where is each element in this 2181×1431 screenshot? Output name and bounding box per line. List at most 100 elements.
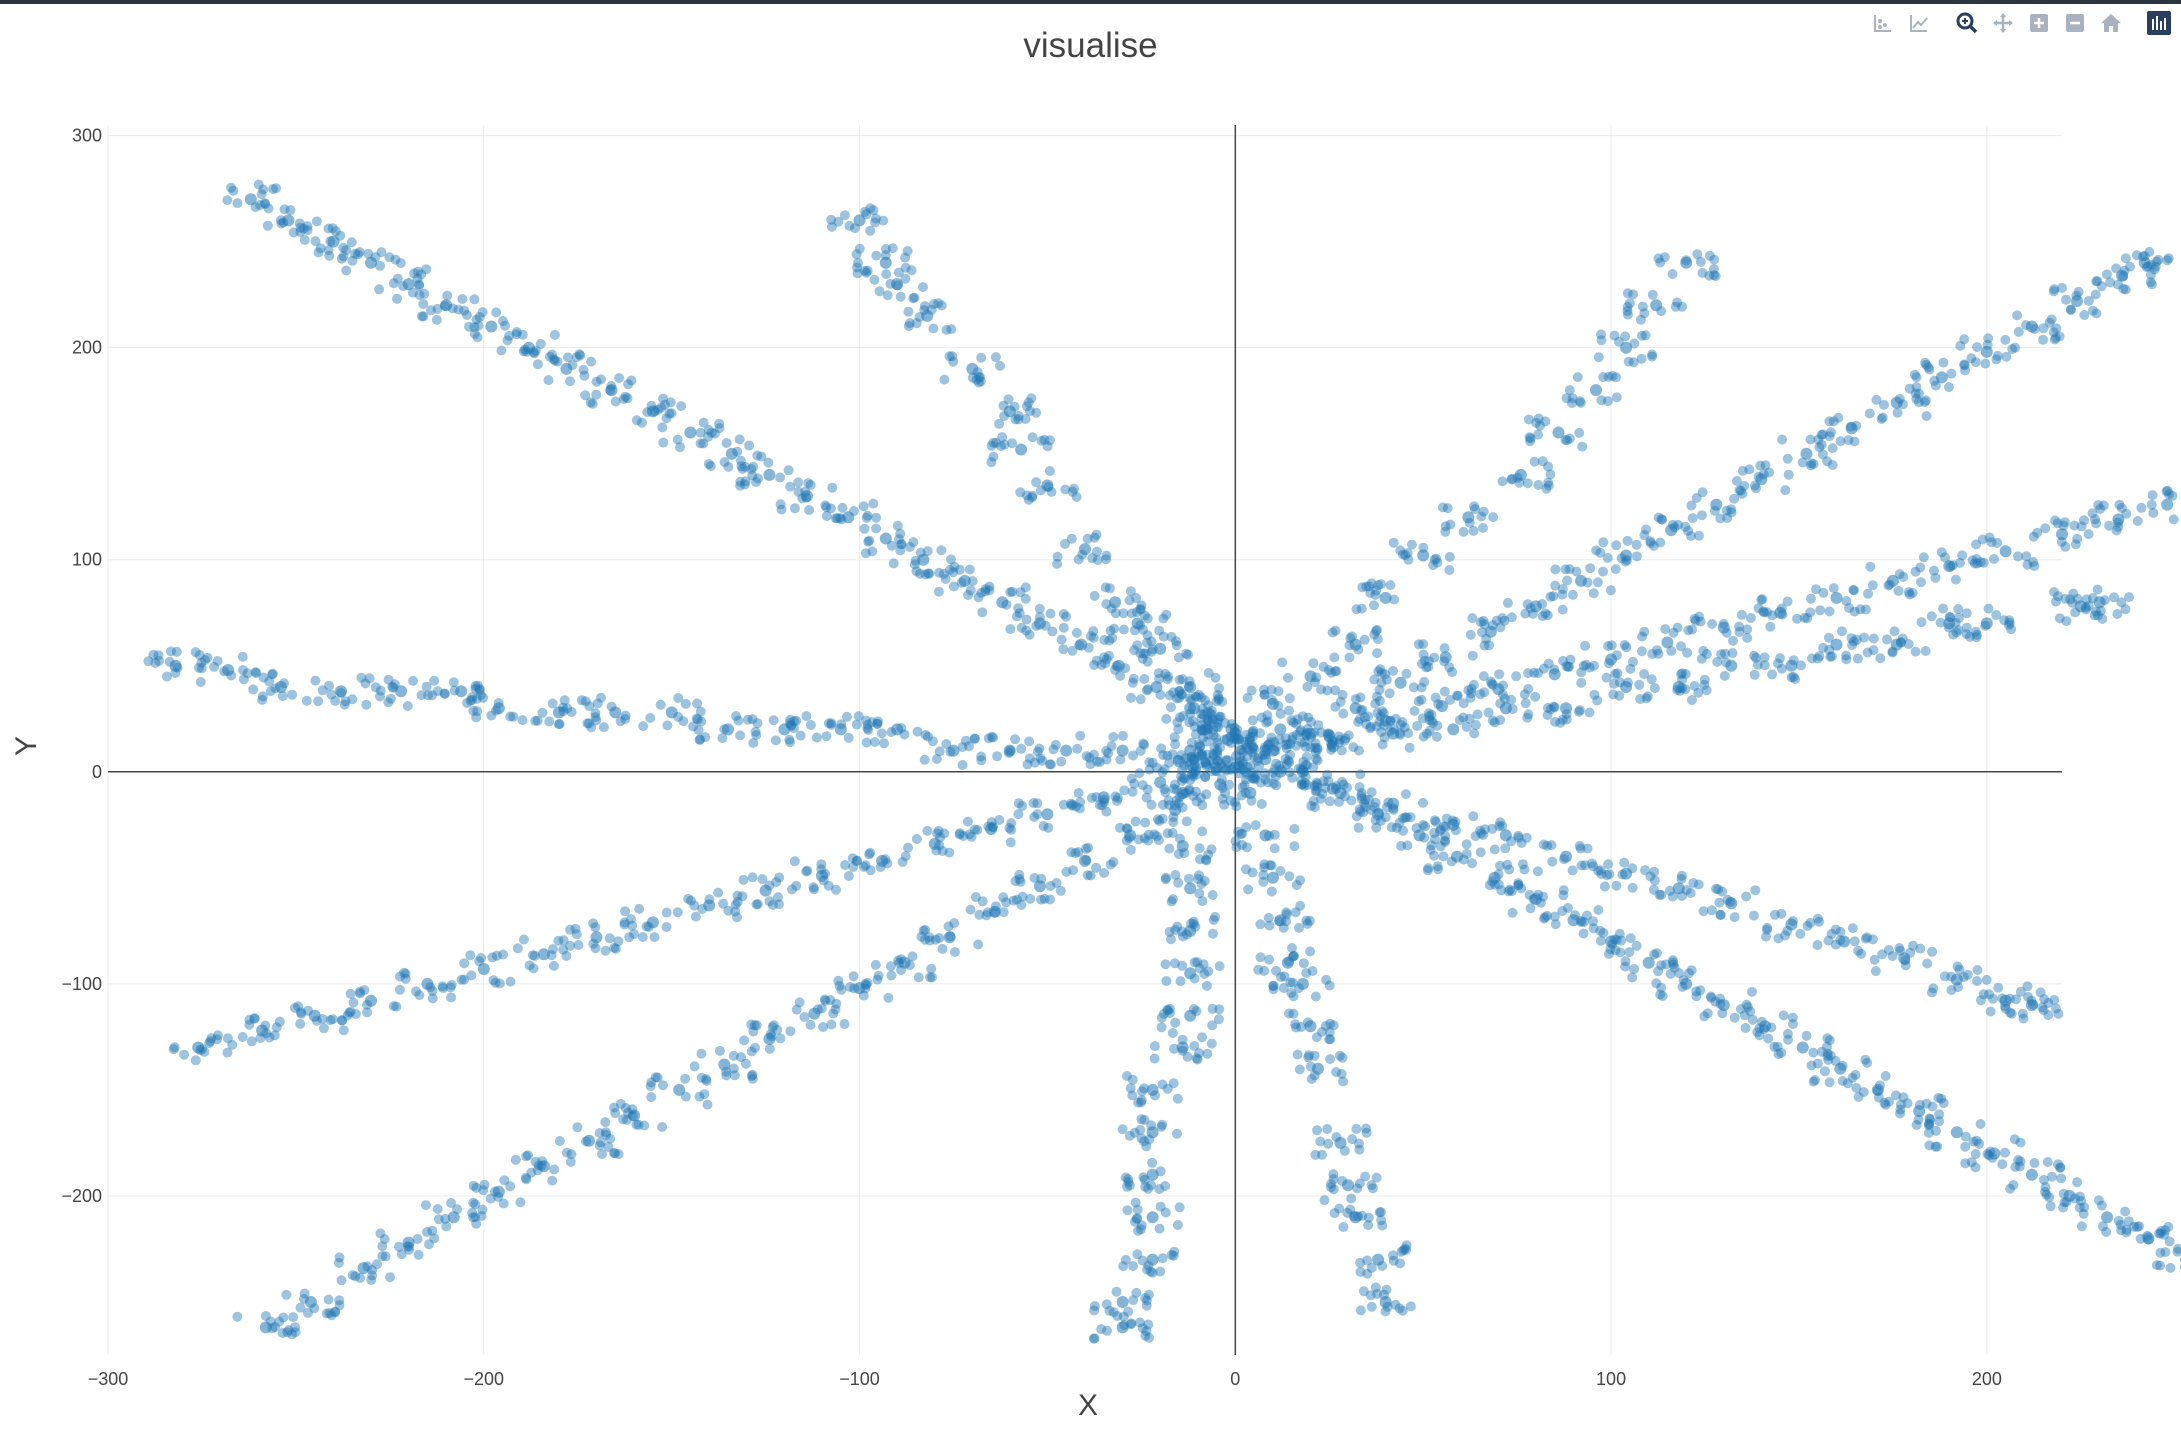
data-point[interactable]: [1079, 543, 1091, 556]
data-point[interactable]: [1041, 479, 1054, 492]
data-point[interactable]: [1413, 829, 1426, 842]
data-point[interactable]: [1800, 447, 1813, 460]
data-point[interactable]: [492, 702, 505, 715]
data-point[interactable]: [552, 706, 565, 719]
data-point[interactable]: [1935, 371, 1948, 384]
data-point[interactable]: [583, 1134, 595, 1147]
data-point[interactable]: [1296, 977, 1309, 990]
data-point[interactable]: [891, 723, 904, 736]
data-point[interactable]: [1950, 973, 1963, 986]
data-point[interactable]: [1661, 636, 1674, 649]
data-point[interactable]: [1492, 683, 1505, 696]
data-point[interactable]: [421, 977, 434, 990]
data-point[interactable]: [1529, 893, 1542, 906]
zoom-icon[interactable]: [1951, 8, 1983, 38]
data-point[interactable]: [684, 426, 697, 439]
data-point[interactable]: [1560, 850, 1572, 863]
data-point[interactable]: [800, 490, 813, 503]
data-point[interactable]: [1041, 808, 1054, 821]
data-point[interactable]: [222, 664, 235, 676]
data-point[interactable]: [1259, 753, 1272, 766]
data-point[interactable]: [1131, 617, 1144, 630]
data-point[interactable]: [665, 706, 678, 719]
data-point[interactable]: [1334, 1136, 1347, 1149]
data-point[interactable]: [1342, 1179, 1354, 1192]
data-point[interactable]: [1943, 617, 1956, 630]
data-point[interactable]: [876, 854, 889, 867]
data-point[interactable]: [1221, 755, 1234, 768]
data-point[interactable]: [1672, 681, 1685, 693]
data-point[interactable]: [365, 994, 377, 1007]
data-point[interactable]: [2074, 600, 2087, 613]
data-point[interactable]: [2025, 999, 2038, 1012]
data-point[interactable]: [718, 1058, 731, 1071]
data-point[interactable]: [1999, 994, 2012, 1007]
data-point[interactable]: [1210, 761, 1223, 774]
data-point[interactable]: [1379, 1296, 1392, 1308]
data-point[interactable]: [1003, 744, 1016, 757]
data-point[interactable]: [2138, 256, 2151, 269]
zoom-out-icon[interactable]: [2059, 8, 2091, 38]
data-point[interactable]: [1943, 560, 1956, 573]
data-point[interactable]: [1785, 918, 1798, 931]
data-point[interactable]: [2161, 498, 2174, 511]
data-point[interactable]: [646, 405, 659, 418]
data-point[interactable]: [365, 256, 377, 269]
data-point[interactable]: [1116, 1296, 1129, 1308]
data-point[interactable]: [2025, 1168, 2038, 1181]
data-point[interactable]: [1665, 524, 1678, 537]
data-point[interactable]: [1717, 621, 1730, 634]
data-point[interactable]: [1304, 1020, 1317, 1033]
data-point[interactable]: [1003, 405, 1016, 418]
data-point[interactable]: [1620, 341, 1633, 354]
data-point[interactable]: [1097, 791, 1110, 804]
data-point[interactable]: [1999, 545, 2012, 558]
data-point[interactable]: [1274, 723, 1287, 736]
data-point[interactable]: [1796, 1041, 1809, 1054]
data-point[interactable]: [1015, 443, 1028, 456]
data-point[interactable]: [988, 905, 1001, 918]
data-point[interactable]: [1913, 1105, 1926, 1118]
data-point[interactable]: [402, 1236, 415, 1249]
data-point[interactable]: [1890, 638, 1903, 651]
data-point[interactable]: [274, 681, 287, 693]
data-point[interactable]: [1327, 740, 1339, 753]
data-point[interactable]: [1304, 727, 1317, 740]
data-point[interactable]: [2116, 269, 2129, 282]
data-point[interactable]: [879, 532, 892, 545]
data-point[interactable]: [1725, 659, 1738, 672]
data-point[interactable]: [917, 553, 930, 566]
data-point[interactable]: [1394, 676, 1407, 689]
data-point[interactable]: [492, 1185, 505, 1198]
data-point[interactable]: [455, 685, 468, 698]
data-point[interactable]: [947, 744, 960, 757]
data-point[interactable]: [1499, 702, 1512, 715]
data-point[interactable]: [1890, 396, 1903, 409]
data-point[interactable]: [928, 837, 941, 850]
data-point[interactable]: [609, 706, 622, 719]
plotly-logo-icon[interactable]: [2143, 8, 2175, 38]
data-point[interactable]: [1871, 1083, 1884, 1096]
data-point[interactable]: [2112, 513, 2125, 526]
data-point[interactable]: [1447, 818, 1460, 831]
data-point[interactable]: [2025, 320, 2038, 333]
data-point[interactable]: [477, 963, 490, 975]
data-point[interactable]: [1898, 952, 1911, 965]
data-point[interactable]: [1650, 299, 1663, 312]
data-point[interactable]: [1988, 1147, 2001, 1160]
data-point[interactable]: [1150, 681, 1163, 693]
data-point[interactable]: [308, 1009, 321, 1022]
data-point[interactable]: [808, 1007, 821, 1020]
data-point[interactable]: [1590, 384, 1602, 397]
data-point[interactable]: [590, 931, 603, 944]
data-point[interactable]: [256, 1024, 269, 1037]
data-point[interactable]: [1759, 1020, 1772, 1033]
data-point[interactable]: [1296, 765, 1309, 778]
data-point[interactable]: [1060, 744, 1073, 757]
closest-data-icon[interactable]: [1903, 8, 1935, 38]
data-point[interactable]: [169, 659, 182, 672]
data-point[interactable]: [1830, 638, 1843, 651]
data-point[interactable]: [1605, 653, 1618, 666]
data-point[interactable]: [1838, 935, 1851, 948]
